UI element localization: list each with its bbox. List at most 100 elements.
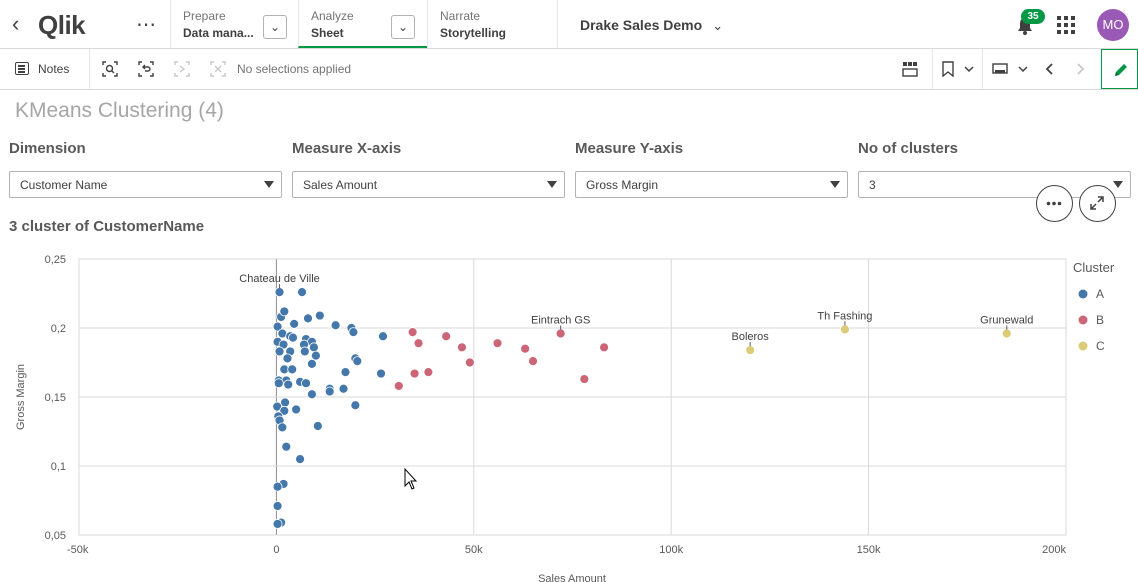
chevron-down-icon[interactable]: ⌄ bbox=[391, 15, 415, 39]
data-point-c bbox=[840, 324, 850, 335]
sheets-icon[interactable] bbox=[902, 61, 918, 77]
filter-label-measure-x: Measure X-axis bbox=[292, 140, 402, 157]
grid-menu-icon[interactable] bbox=[1057, 16, 1075, 34]
data-point-b bbox=[579, 374, 590, 384]
clusters-value: 3 bbox=[869, 178, 876, 192]
more-icon bbox=[1046, 201, 1062, 206]
measure-x-select[interactable]: Sales Amount bbox=[292, 171, 565, 198]
x-tick-label: 100k bbox=[659, 544, 683, 556]
step-back-icon[interactable] bbox=[174, 61, 190, 77]
data-point-b bbox=[441, 331, 452, 342]
measure-y-select[interactable]: Gross Margin bbox=[575, 171, 848, 198]
chart-title: 3 cluster of CustomerName bbox=[9, 218, 205, 235]
present-icon[interactable] bbox=[992, 61, 1008, 77]
bookmark-icon[interactable] bbox=[940, 61, 956, 78]
data-point-a bbox=[274, 287, 285, 298]
app-title: Drake Sales Demo bbox=[580, 17, 703, 33]
data-point-c bbox=[1001, 328, 1012, 339]
edit-button[interactable] bbox=[1101, 49, 1138, 89]
data-point-a bbox=[330, 320, 341, 331]
data-point-a bbox=[272, 519, 283, 529]
data-point-a bbox=[376, 368, 386, 379]
legend-label-c: C bbox=[1096, 339, 1105, 353]
point-label: Chateau de Ville bbox=[239, 273, 320, 285]
notes-button[interactable]: Notes bbox=[0, 49, 90, 89]
measure-y-value: Gross Margin bbox=[586, 178, 659, 192]
chevron-down-icon[interactable] bbox=[1015, 61, 1031, 77]
data-point-b bbox=[457, 342, 467, 353]
data-point-a bbox=[297, 287, 307, 298]
data-point-b bbox=[555, 328, 566, 339]
data-point-b bbox=[407, 327, 418, 338]
data-point-c bbox=[745, 345, 756, 355]
data-point-a bbox=[291, 404, 302, 415]
notes-label: Notes bbox=[38, 62, 70, 76]
dimension-value: Customer Name bbox=[20, 178, 108, 192]
x-tick-label: 200k bbox=[1042, 544, 1066, 556]
data-point-a bbox=[279, 306, 290, 317]
caret-down-icon bbox=[264, 181, 274, 188]
y-tick-label: 0,1 bbox=[51, 461, 66, 473]
data-point-a bbox=[301, 378, 311, 389]
data-point-b bbox=[464, 357, 475, 368]
notes-icon bbox=[15, 62, 29, 75]
data-point-a bbox=[312, 421, 323, 431]
data-point-a bbox=[277, 422, 288, 433]
data-point-a bbox=[289, 318, 300, 329]
point-label: Grunewald bbox=[980, 315, 1033, 327]
tab-narrate[interactable]: Narrate Storytelling bbox=[427, 0, 557, 48]
data-point-a bbox=[338, 383, 349, 394]
data-point-a bbox=[348, 327, 359, 338]
data-point-a bbox=[314, 310, 325, 321]
x-tick-label: 150k bbox=[857, 544, 881, 556]
filter-label-measure-y: Measure Y-axis bbox=[575, 140, 684, 157]
tab-analyze[interactable]: Analyze Sheet ⌄ bbox=[298, 0, 427, 48]
measure-x-value: Sales Amount bbox=[303, 178, 378, 192]
tab-analyze-label: Analyze bbox=[311, 9, 354, 23]
mouse-cursor-icon bbox=[404, 467, 418, 490]
smart-search-icon[interactable] bbox=[102, 61, 118, 77]
selection-status: No selections applied bbox=[237, 62, 352, 76]
tab-prepare[interactable]: Prepare Data mana... ⌄ bbox=[170, 0, 298, 48]
data-point-a bbox=[287, 364, 298, 375]
data-point-b bbox=[409, 368, 420, 379]
data-point-b bbox=[520, 343, 531, 354]
app-title-dropdown[interactable]: Drake Sales Demo ⌄ bbox=[557, 0, 727, 48]
more-options-button[interactable] bbox=[1036, 185, 1073, 222]
logo-text: Qlik bbox=[38, 9, 86, 40]
legend-label-a: A bbox=[1096, 287, 1104, 301]
data-point-a bbox=[350, 400, 361, 411]
legend-swatch-b bbox=[1078, 315, 1088, 325]
data-point-a bbox=[273, 378, 284, 389]
scatter-chart[interactable]: -50k 0 50k 100k 150k 200k 0,05 0,1 0,15 0,2 0,25 Sa… bbox=[0, 240, 1138, 582]
edit-icon bbox=[1115, 64, 1127, 76]
sheet-title: KMeans Clustering (4) bbox=[15, 99, 224, 122]
data-point-a bbox=[279, 405, 290, 416]
qlik-logo[interactable]: Qlik bbox=[38, 9, 86, 41]
data-point-b bbox=[528, 356, 538, 367]
fullscreen-button[interactable] bbox=[1079, 185, 1116, 222]
y-tick-label: 0,25 bbox=[45, 254, 66, 266]
previous-icon[interactable] bbox=[1042, 61, 1058, 77]
back-icon[interactable]: ‹ bbox=[12, 11, 20, 36]
chevron-down-icon[interactable] bbox=[961, 61, 977, 77]
tab-analyze-sub: Sheet bbox=[311, 26, 344, 40]
x-tick-label: 50k bbox=[465, 544, 483, 556]
data-point-b bbox=[492, 338, 503, 349]
more-icon[interactable]: ⋯ bbox=[136, 14, 157, 36]
dimension-select[interactable]: Customer Name bbox=[9, 171, 282, 198]
selections-tool-icon[interactable] bbox=[138, 61, 154, 77]
toolbar: Notes No selections applied bbox=[0, 49, 1138, 90]
clear-selections-icon[interactable] bbox=[210, 61, 226, 77]
next-icon[interactable] bbox=[1072, 61, 1088, 77]
x-tick-label: -50k bbox=[67, 544, 89, 556]
data-point-b bbox=[413, 338, 424, 349]
data-point-a bbox=[295, 454, 305, 465]
chevron-down-icon[interactable]: ⌄ bbox=[263, 15, 287, 39]
tab-prepare-sub: Data mana... bbox=[183, 26, 254, 40]
caret-down-icon bbox=[547, 181, 557, 188]
data-point-a bbox=[272, 321, 283, 332]
data-point-a bbox=[352, 356, 363, 367]
chevron-down-icon: ⌄ bbox=[712, 18, 724, 33]
avatar[interactable]: MO bbox=[1097, 9, 1129, 41]
